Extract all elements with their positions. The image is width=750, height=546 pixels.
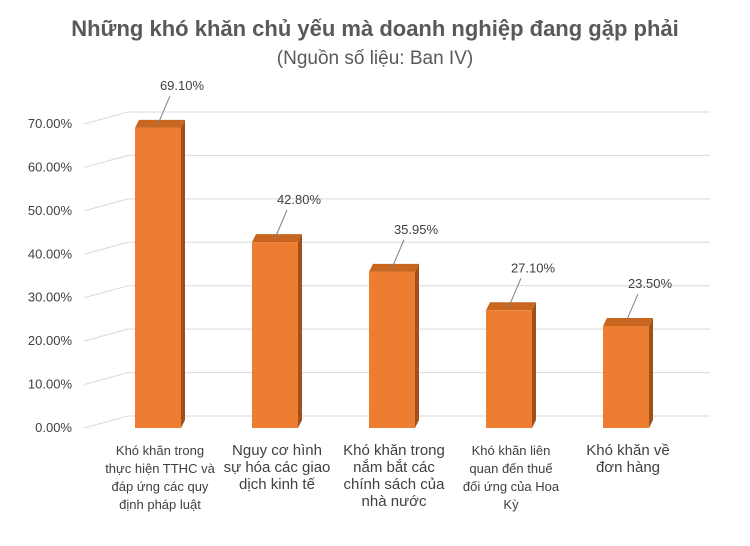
bar-front: [369, 271, 415, 428]
y-axis-ticks: 0.00% 10.00% 20.00% 30.00% 40.00% 50.00% 60.00…: [28, 116, 73, 435]
gridline: [83, 154, 710, 168]
bar-front: [486, 310, 532, 428]
leader-line: [274, 209, 288, 239]
bar-top: [603, 317, 653, 326]
bar-top: [135, 119, 185, 128]
gridline: [83, 285, 710, 299]
category-label-line: Khó khăn trong: [343, 442, 445, 459]
bar-side: [649, 317, 653, 428]
bar-side: [298, 234, 302, 428]
category-label-line: nắm bắt các: [353, 459, 435, 476]
bar: [135, 119, 185, 428]
bar-top: [369, 263, 419, 272]
category-label-line: Khó khăn về: [586, 442, 669, 459]
bar: [486, 302, 536, 428]
data-label: 42.80%: [277, 192, 322, 207]
y-tick-label: 30.00%: [28, 290, 73, 305]
gridline: [83, 198, 710, 212]
bar-top: [486, 302, 536, 311]
category-label-line: Khó khăn liên: [472, 443, 551, 458]
category-label-line: đơn hàng: [596, 459, 660, 476]
gridline: [83, 241, 710, 255]
category-label-line: Kỳ: [503, 497, 519, 512]
bar-front: [252, 242, 298, 428]
leader-line: [508, 278, 522, 307]
bar: [603, 317, 653, 428]
bar-side: [181, 119, 185, 428]
data-labels: 69.10% 42.80% 35.95% 27.10% 23.50%: [157, 78, 673, 323]
bar: [252, 234, 302, 428]
leader-line: [157, 95, 171, 125]
category-label-line: quan đến thuế: [469, 461, 553, 476]
category-label-line: nhà nước: [362, 493, 427, 510]
data-label: 35.95%: [394, 222, 439, 237]
category-label: Nguy cơ hình sự hóa các giao dịch kinh tế: [224, 442, 331, 493]
category-label-line: chính sách của: [344, 476, 446, 493]
category-label-line: dịch kinh tế: [239, 476, 316, 493]
category-label-line: Khó khăn trong: [116, 443, 204, 458]
category-label-line: định pháp luật: [119, 497, 201, 512]
bar-front: [135, 127, 181, 428]
category-label-line: Nguy cơ hình: [232, 442, 322, 459]
chart-subtitle: (Nguồn số liệu: Ban IV): [277, 48, 473, 69]
leader-line: [391, 239, 405, 269]
chart-title: Những khó khăn chủ yếu mà doanh nghiệp đ…: [71, 16, 679, 41]
leader-line: [625, 293, 639, 323]
bars: [135, 119, 653, 428]
y-tick-label: 20.00%: [28, 333, 73, 348]
category-label: Khó khăn trong nắm bắt các chính sách của n…: [343, 442, 445, 510]
data-label: 27.10%: [511, 260, 556, 275]
category-label-line: thực hiện TTHC và: [105, 461, 215, 476]
y-tick-label: 60.00%: [28, 159, 73, 174]
category-label-line: sự hóa các giao: [224, 459, 331, 476]
gridline: [83, 111, 710, 125]
category-labels: Khó khăn trong thực hiện TTHC và đáp ứng c…: [105, 442, 670, 512]
bar-front: [603, 325, 649, 428]
y-tick-label: 40.00%: [28, 246, 73, 261]
y-tick-label: 0.00%: [35, 420, 72, 435]
bar-side: [532, 302, 536, 428]
category-label-line: đáp ứng các quy: [112, 479, 209, 494]
y-tick-label: 10.00%: [28, 377, 73, 392]
data-label: 69.10%: [160, 78, 205, 93]
gridlines: [83, 111, 710, 429]
data-label: 23.50%: [628, 276, 673, 291]
category-label: Khó khăn về đơn hàng: [586, 442, 669, 476]
bar-top: [252, 234, 302, 243]
category-label: Khó khăn liên quan đến thuế đối ứng của Ho…: [463, 443, 560, 512]
bar: [369, 263, 419, 428]
y-tick-label: 70.00%: [28, 116, 73, 131]
bar-side: [415, 263, 419, 428]
category-label: Khó khăn trong thực hiện TTHC và đáp ứng c…: [105, 443, 215, 512]
category-label-line: đối ứng của Hoa: [463, 479, 560, 494]
y-tick-label: 50.00%: [28, 203, 73, 218]
